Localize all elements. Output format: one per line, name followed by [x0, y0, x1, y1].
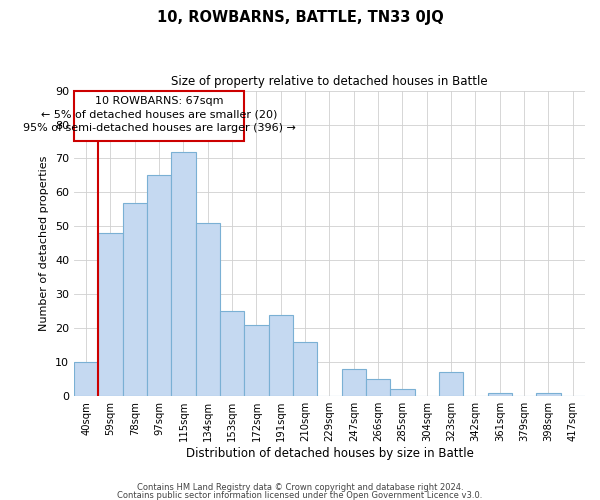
Bar [391, 390, 415, 396]
Text: 95% of semi-detached houses are larger (396) →: 95% of semi-detached houses are larger (… [23, 123, 296, 133]
Bar [341, 369, 366, 396]
Text: 10, ROWBARNS, BATTLE, TN33 0JQ: 10, ROWBARNS, BATTLE, TN33 0JQ [157, 10, 443, 25]
FancyBboxPatch shape [74, 90, 244, 142]
Bar [220, 312, 244, 396]
Text: Contains HM Land Registry data © Crown copyright and database right 2024.: Contains HM Land Registry data © Crown c… [137, 484, 463, 492]
Text: ← 5% of detached houses are smaller (20): ← 5% of detached houses are smaller (20) [41, 109, 277, 119]
Bar [488, 393, 512, 396]
Bar [366, 379, 391, 396]
Text: 10 ROWBARNS: 67sqm: 10 ROWBARNS: 67sqm [95, 96, 223, 106]
Bar [244, 325, 269, 396]
Bar [269, 314, 293, 396]
Title: Size of property relative to detached houses in Battle: Size of property relative to detached ho… [171, 75, 488, 88]
Bar [293, 342, 317, 396]
Bar [439, 372, 463, 396]
Bar [147, 176, 171, 396]
Bar [74, 362, 98, 396]
X-axis label: Distribution of detached houses by size in Battle: Distribution of detached houses by size … [185, 447, 473, 460]
Bar [122, 202, 147, 396]
Bar [171, 152, 196, 396]
Bar [196, 223, 220, 396]
Y-axis label: Number of detached properties: Number of detached properties [40, 156, 49, 331]
Bar [98, 233, 122, 396]
Bar [536, 393, 560, 396]
Text: Contains public sector information licensed under the Open Government Licence v3: Contains public sector information licen… [118, 490, 482, 500]
